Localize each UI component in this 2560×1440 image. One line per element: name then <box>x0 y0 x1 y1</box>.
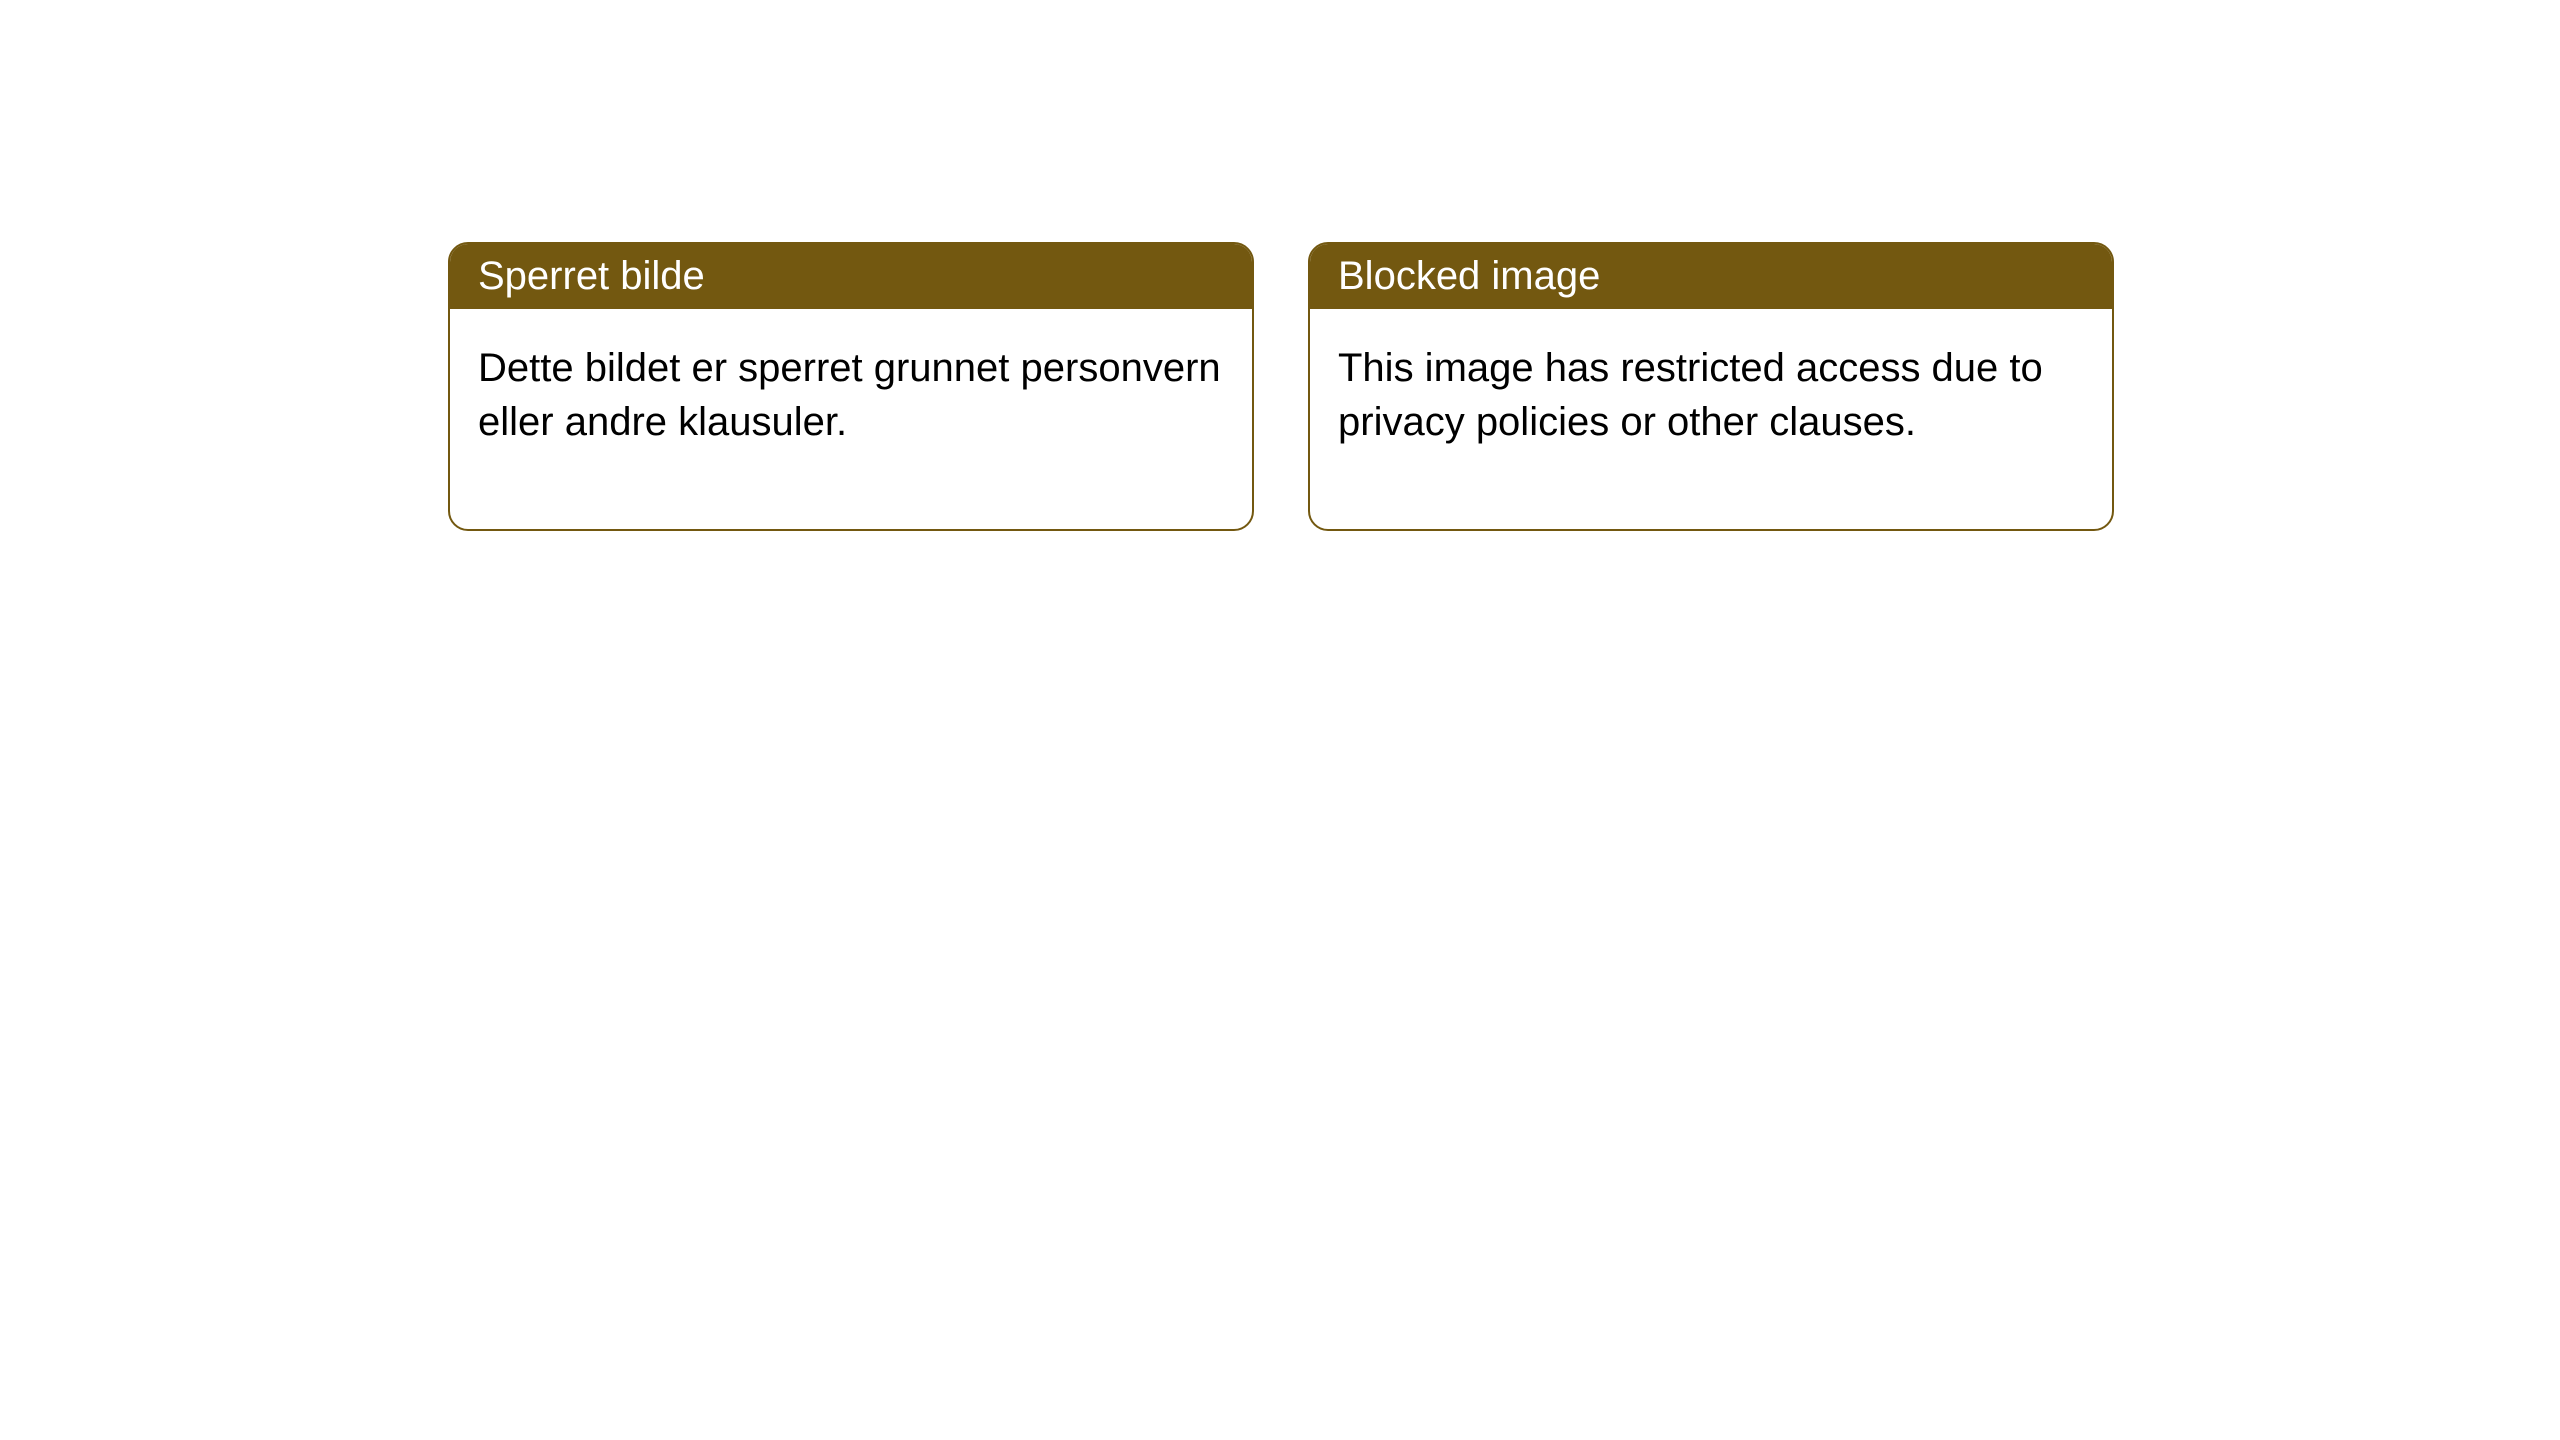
card-body: Dette bildet er sperret grunnet personve… <box>450 309 1252 529</box>
card-body-text: Dette bildet er sperret grunnet personve… <box>478 346 1221 444</box>
notice-cards-container: Sperret bilde Dette bildet er sperret gr… <box>448 242 2114 531</box>
notice-card-norwegian: Sperret bilde Dette bildet er sperret gr… <box>448 242 1254 531</box>
notice-card-english: Blocked image This image has restricted … <box>1308 242 2114 531</box>
card-body-text: This image has restricted access due to … <box>1338 346 2043 444</box>
card-title: Blocked image <box>1338 254 1600 298</box>
card-header: Sperret bilde <box>450 244 1252 309</box>
card-header: Blocked image <box>1310 244 2112 309</box>
card-body: This image has restricted access due to … <box>1310 309 2112 529</box>
card-title: Sperret bilde <box>478 254 705 298</box>
